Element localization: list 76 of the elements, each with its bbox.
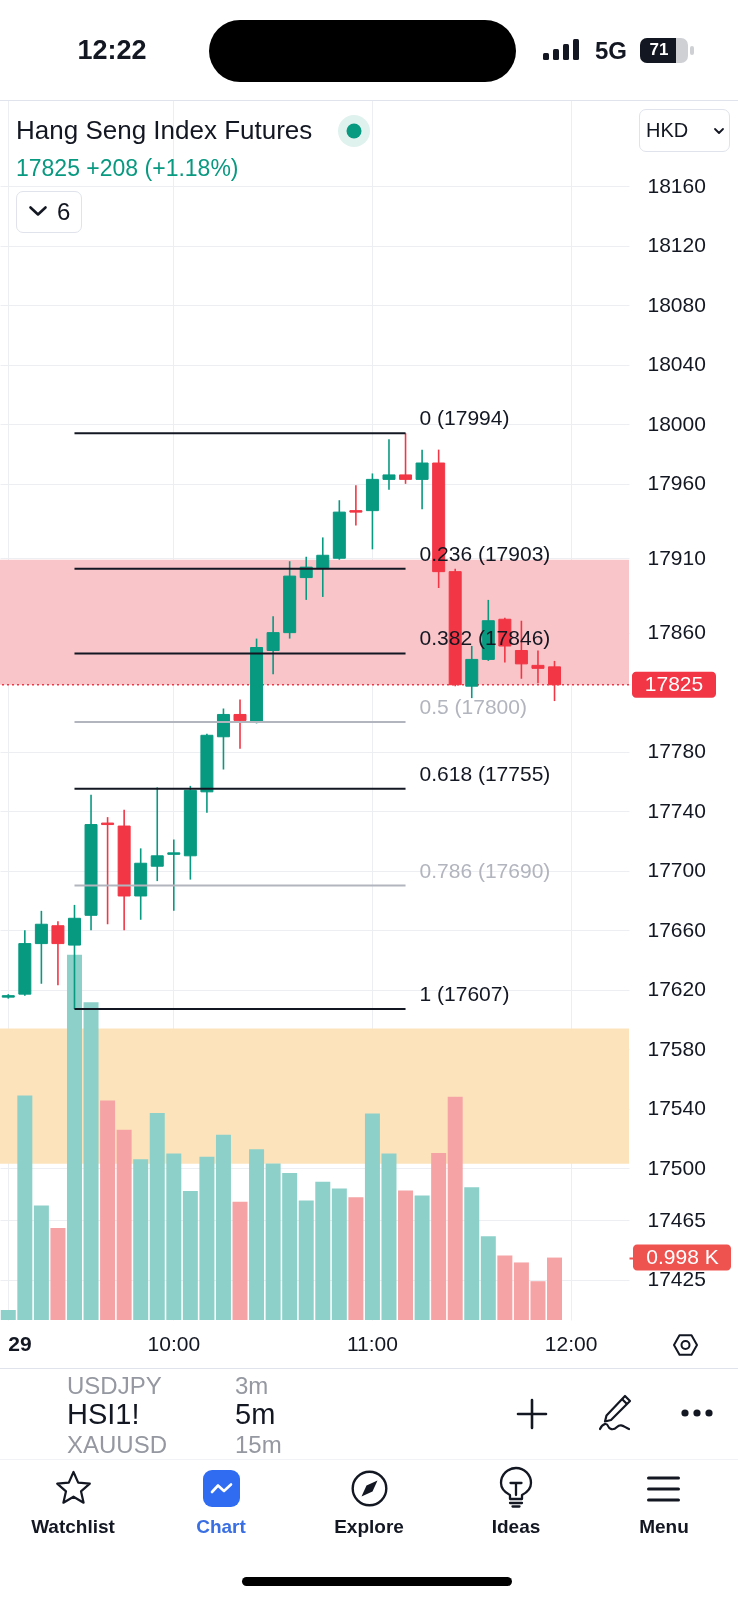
bar [33,1205,49,1320]
text: Explore [334,1514,404,1538]
candlestick [167,838,181,912]
bar [100,1100,116,1320]
y-tick-label: 17425 [647,1267,706,1291]
bar [116,1129,132,1320]
text: 12:22 [77,33,147,66]
text: Menu [639,1514,689,1538]
candlestick [34,910,48,985]
series-label: 0.5 (17800) [419,694,527,718]
y-tick-label: 17910 [647,545,706,569]
series-label: 0.786 (17690) [419,858,551,882]
candlestick [399,432,413,485]
y-tick-label: 18000 [647,411,706,435]
candlestick [316,536,330,598]
text: 5G [594,35,628,65]
annotation: 6 [57,196,71,226]
text: Ideas [491,1514,541,1538]
y-tick-label: 17500 [647,1155,706,1179]
candlestick [216,707,230,771]
x-tick-label: 12:00 [544,1331,598,1355]
y-tick-label: 17960 [647,471,706,495]
bar [249,1149,265,1320]
y-tick-label: 17580 [647,1036,706,1060]
candlestick [382,438,396,491]
bar [215,1134,231,1320]
text: HKD [646,118,689,142]
bar [50,1228,66,1320]
x-tick-label: 29 [8,1331,32,1355]
text: XAUUSD [67,1429,168,1459]
candlestick [51,920,65,987]
candlestick [349,484,363,527]
bar [398,1190,414,1320]
bar [83,1002,99,1320]
y-tick-label: 17740 [647,798,706,822]
y-tick-label: 17780 [647,739,706,763]
series-label: 1 (17607) [419,982,510,1006]
y-tick-label: 17860 [647,620,706,644]
candlestick [266,615,280,676]
y2-tick-label: 0.998 K [646,1245,719,1269]
bar [480,1236,496,1320]
x-tick-label: 11:00 [346,1331,398,1355]
bar [464,1187,480,1320]
candlestick [233,698,247,750]
text: 17825 +208 (+1.18%) [16,154,239,183]
candlestick [150,786,164,882]
bar [348,1197,364,1320]
bar [431,1152,447,1320]
bar [547,1257,563,1320]
y-tick-label: 18160 [647,173,706,197]
bar [232,1201,248,1320]
text: Hang Seng Index Futures [16,115,313,147]
y-tick-label: 17660 [647,917,706,941]
text: Chart [196,1514,246,1538]
text: 71 [649,39,669,60]
bar [414,1195,430,1320]
text: Watchlist [31,1514,115,1538]
bar [447,1096,463,1320]
series-label: 0 (17994) [419,406,510,430]
bar [66,954,82,1320]
y-tick-label: 18120 [647,233,706,257]
series-label: 0.618 (17755) [419,761,551,785]
text: 15m [235,1429,282,1459]
bar [133,1159,149,1320]
bar [331,1188,347,1320]
y-tick-label: 17700 [647,858,706,882]
y-tick-label: 18040 [647,352,706,376]
bar [497,1255,513,1320]
y-tick-label: 17465 [647,1207,706,1231]
y-tick-label: 17620 [647,977,706,1001]
ref-line-label: 17825 [644,671,704,695]
x-tick-label: 10:00 [147,1331,201,1355]
y-tick-label: 17540 [647,1096,706,1120]
y-tick-label: 18080 [647,292,706,316]
candlestick [101,816,115,926]
candlestick [415,448,429,510]
